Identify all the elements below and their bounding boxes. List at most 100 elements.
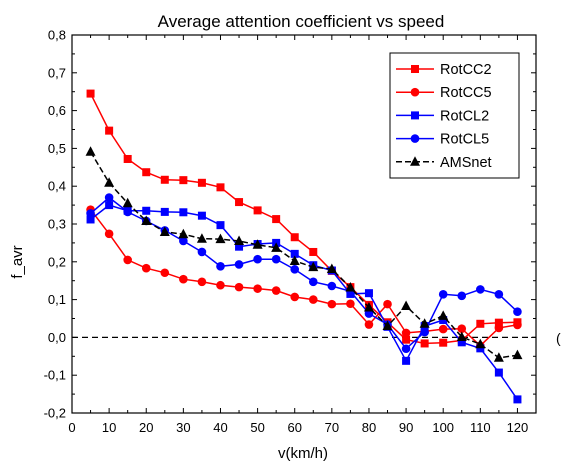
data-point-amsnet [252,239,263,249]
data-point-rotcc2 [197,178,206,187]
data-point-rotcc5 [513,320,522,330]
data-point-rotcl2 [179,208,188,217]
data-point-rotcl2 [235,242,244,251]
data-point-amsnet [178,228,189,239]
data-point-rotcc5 [494,323,504,333]
data-point-rotcl2 [476,344,485,353]
x-tick-label: 120 [507,420,529,435]
data-point-amsnet [215,233,226,244]
data-point-rotcc5 [253,284,262,293]
data-point-rotcl2 [105,201,114,210]
chart-title: Average attention coefficient vs speed [158,12,445,31]
data-point-rotcl5 [401,344,411,354]
y-tick-label: -0,1 [44,368,66,383]
x-tick-label: 40 [213,420,227,435]
y-tick-label: 0,4 [48,179,66,194]
data-point-rotcc5 [216,280,225,290]
data-point-rotcl5 [216,262,225,271]
data-point-rotcc5 [383,299,392,309]
data-point-amsnet [234,235,245,246]
series-rotcc5 [86,205,522,351]
data-point-rotcc2 [290,233,299,242]
data-point-rotcl2 [364,289,373,298]
x-tick-label: 70 [325,420,339,435]
data-point-amsnet [122,197,133,208]
data-point-rotcl5 [197,247,207,257]
series-line-amsnet [89,151,518,359]
y-tick-label: 0,2 [48,254,66,269]
data-point-rotcl5 [123,207,132,217]
data-point-rotcc5 [290,292,300,302]
data-point-rotcl2 [513,395,522,404]
data-point-rotcc5 [123,255,132,265]
data-point-amsnet [512,349,523,360]
data-point-rotcc2 [476,319,485,328]
series-amsnet [85,146,523,362]
data-point-rotcl5 [86,209,95,218]
y-tick-label: 0,8 [48,28,66,43]
data-point-rotcc5 [308,295,318,304]
x-tick-label: 50 [250,420,264,435]
data-point-rotcc5 [457,324,467,334]
data-point-rotcc2 [309,247,318,256]
y-tick-label: 0,1 [48,292,66,307]
data-point-rotcl5 [438,290,448,299]
axis-ticks: 0 10 20 30 40 50 60 70 80 90 100 110 120 -0,2 -0,1 0,0 0… [44,28,536,435]
data-point-rotcc2 [142,168,151,177]
data-point-rotcc2 [272,215,281,224]
x-axis-label: v(km/h) [278,445,328,462]
data-point-rotcl5 [308,277,318,287]
x-tick-label: 0 [68,420,75,435]
data-point-rotcl5 [513,307,522,316]
data-point-rotcc2 [160,175,169,184]
y-tick-label: 0,3 [48,217,66,232]
data-point-rotcc2 [105,126,114,135]
data-point-rotcl5 [179,236,188,246]
data-point-rotcl2 [457,338,466,347]
data-point-rotcl5 [104,193,114,202]
data-point-amsnet [326,263,337,273]
data-point-rotcc5 [271,286,281,295]
legend-label-amsnet: AMSnet [440,155,492,171]
data-point-rotcl5 [271,254,281,264]
data-point-rotcl5 [290,265,300,274]
data-point-rotcc2 [216,183,225,192]
data-point-rotcl2 [160,207,169,216]
legend-marker-amsnet [410,156,420,166]
data-point-rotcl5 [420,327,429,337]
y-axis-label: f_avr [9,245,26,278]
data-point-amsnet [196,233,207,243]
data-point-rotcc2 [86,89,95,98]
data-point-rotcc2 [494,318,503,327]
x-tick-label: 110 [470,420,491,435]
legend-marker-rotcl2 [411,111,419,120]
data-point-rotcl5 [476,285,485,294]
legend-label-rotcl2: RotCL2 [440,108,489,124]
data-point-amsnet [289,255,300,266]
data-point-rotcl5 [494,290,504,299]
data-point-rotcc5 [401,328,411,338]
data-point-amsnet [308,261,319,272]
data-point-rotcl2 [216,221,225,230]
x-tick-label: 80 [362,420,376,435]
data-point-rotcc2 [253,206,262,215]
x-tick-label: 90 [399,420,413,435]
data-point-amsnet [85,146,96,156]
data-point-amsnet [382,320,393,331]
legend-label-rotcc2: RotCC2 [440,62,492,78]
data-point-rotcc5 [346,299,355,309]
data-point-amsnet [456,331,467,342]
x-tick-label: 60 [287,420,301,435]
data-point-rotcl2 [439,316,448,325]
data-point-rotcc5 [160,268,170,278]
data-point-rotcl5 [253,254,262,264]
data-point-rotcl2 [197,211,206,220]
y-tick-label: 0,7 [48,65,66,80]
data-point-rotcc5 [141,263,151,273]
data-point-amsnet [363,302,374,312]
data-point-amsnet [141,215,152,225]
y-tick-label: 0,5 [48,141,66,156]
legend-marker-rotcl5 [410,134,420,143]
series-layer [85,89,523,404]
